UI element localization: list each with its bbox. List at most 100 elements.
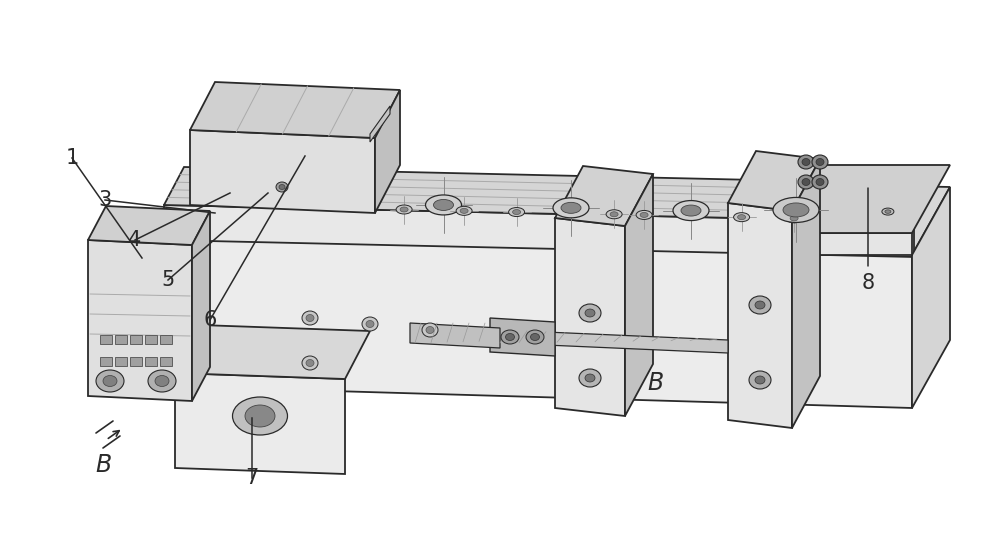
Polygon shape xyxy=(164,167,934,222)
Polygon shape xyxy=(792,159,820,428)
Ellipse shape xyxy=(773,197,819,222)
Ellipse shape xyxy=(400,207,408,212)
Bar xyxy=(100,335,112,344)
Ellipse shape xyxy=(426,195,462,215)
Ellipse shape xyxy=(456,207,472,215)
Polygon shape xyxy=(164,205,914,257)
Text: 3: 3 xyxy=(98,190,112,210)
Ellipse shape xyxy=(798,175,814,189)
Text: 6: 6 xyxy=(203,310,217,330)
Ellipse shape xyxy=(579,369,601,387)
Ellipse shape xyxy=(245,405,275,427)
Ellipse shape xyxy=(530,334,540,340)
Polygon shape xyxy=(370,106,390,142)
Polygon shape xyxy=(500,330,728,353)
Ellipse shape xyxy=(802,158,810,165)
Polygon shape xyxy=(88,240,192,401)
Polygon shape xyxy=(555,218,625,416)
Ellipse shape xyxy=(786,214,802,223)
Ellipse shape xyxy=(802,179,810,186)
Polygon shape xyxy=(162,238,912,408)
Ellipse shape xyxy=(755,301,765,309)
Ellipse shape xyxy=(396,205,412,214)
Polygon shape xyxy=(162,170,950,255)
Ellipse shape xyxy=(885,210,891,213)
Text: 8: 8 xyxy=(861,273,875,293)
Ellipse shape xyxy=(783,203,809,217)
Ellipse shape xyxy=(279,185,285,190)
Polygon shape xyxy=(175,373,345,474)
Text: B: B xyxy=(95,453,111,477)
Ellipse shape xyxy=(636,210,652,219)
Ellipse shape xyxy=(816,158,824,165)
Polygon shape xyxy=(410,323,500,348)
Ellipse shape xyxy=(513,209,521,215)
Ellipse shape xyxy=(509,208,525,216)
Ellipse shape xyxy=(610,212,618,217)
Bar xyxy=(115,357,127,366)
Ellipse shape xyxy=(426,327,434,334)
Ellipse shape xyxy=(155,375,169,386)
Ellipse shape xyxy=(276,182,288,192)
Ellipse shape xyxy=(749,371,771,389)
Bar xyxy=(145,357,157,366)
Ellipse shape xyxy=(755,376,765,384)
Text: 4: 4 xyxy=(128,230,142,250)
Ellipse shape xyxy=(749,296,771,314)
Ellipse shape xyxy=(366,321,374,328)
Ellipse shape xyxy=(553,198,589,218)
Ellipse shape xyxy=(734,213,750,221)
Ellipse shape xyxy=(526,330,544,344)
Ellipse shape xyxy=(585,309,595,317)
Ellipse shape xyxy=(302,356,318,370)
Text: B: B xyxy=(647,371,663,395)
Ellipse shape xyxy=(673,201,709,220)
Polygon shape xyxy=(760,165,798,255)
Ellipse shape xyxy=(790,216,798,221)
Ellipse shape xyxy=(306,315,314,322)
Text: 7: 7 xyxy=(245,468,259,488)
Polygon shape xyxy=(192,211,210,401)
Ellipse shape xyxy=(362,317,378,331)
Ellipse shape xyxy=(812,175,828,189)
Ellipse shape xyxy=(585,374,595,382)
Bar xyxy=(160,357,172,366)
Ellipse shape xyxy=(798,155,814,169)
Ellipse shape xyxy=(882,208,894,215)
Polygon shape xyxy=(555,166,653,226)
Ellipse shape xyxy=(579,304,601,322)
Polygon shape xyxy=(375,90,400,213)
Polygon shape xyxy=(760,165,950,233)
Ellipse shape xyxy=(506,334,514,340)
Ellipse shape xyxy=(306,359,314,367)
Bar xyxy=(130,357,142,366)
Ellipse shape xyxy=(561,202,581,213)
Polygon shape xyxy=(625,174,653,416)
Ellipse shape xyxy=(606,210,622,219)
Polygon shape xyxy=(190,82,400,138)
Ellipse shape xyxy=(103,375,117,386)
Polygon shape xyxy=(912,187,950,408)
Ellipse shape xyxy=(148,370,176,392)
Polygon shape xyxy=(760,233,912,255)
Ellipse shape xyxy=(501,330,519,344)
Polygon shape xyxy=(728,203,792,428)
Bar xyxy=(160,335,172,344)
Polygon shape xyxy=(190,130,375,213)
Ellipse shape xyxy=(738,215,746,220)
Ellipse shape xyxy=(460,208,468,213)
Ellipse shape xyxy=(96,370,124,392)
Polygon shape xyxy=(490,318,555,356)
Bar xyxy=(100,357,112,366)
Ellipse shape xyxy=(812,155,828,169)
Bar xyxy=(145,335,157,344)
Ellipse shape xyxy=(434,199,454,210)
Ellipse shape xyxy=(232,397,288,435)
Text: 1: 1 xyxy=(65,148,79,168)
Bar xyxy=(115,335,127,344)
Ellipse shape xyxy=(681,205,701,216)
Polygon shape xyxy=(88,206,210,245)
Polygon shape xyxy=(728,151,820,211)
Ellipse shape xyxy=(302,311,318,325)
Text: 5: 5 xyxy=(161,270,175,290)
